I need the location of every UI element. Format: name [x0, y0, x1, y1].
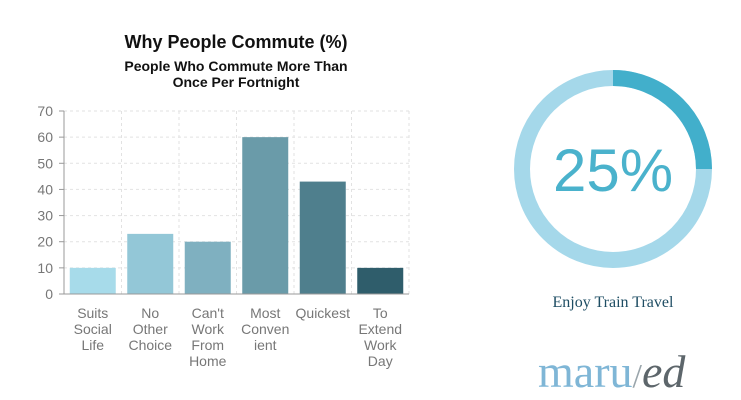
y-tick-label: 0: [45, 286, 53, 302]
y-tick-label: 60: [37, 129, 53, 145]
x-category-label: Can't Work From Home: [189, 305, 227, 369]
bar: [184, 241, 231, 294]
chart-subtitle-line-2: Once Per Fortnight: [173, 74, 300, 90]
y-tick-label: 20: [37, 234, 53, 250]
bar: [357, 267, 404, 294]
brand-logo-maru: maru: [538, 346, 633, 397]
bar: [299, 181, 346, 294]
x-category-label: Quickest: [296, 305, 351, 321]
bar: [242, 137, 289, 294]
brand-logo-ed: ed: [641, 346, 686, 397]
bars: [69, 137, 404, 294]
x-category-label: Most Conven ient: [241, 305, 289, 353]
y-tick-label: 50: [37, 155, 53, 171]
chart-title: Why People Commute (%): [124, 32, 347, 52]
donut-value: 25%: [553, 137, 673, 204]
bar: [69, 267, 116, 294]
x-category-labels: Suits Social Life No Other Choice Can't Work Fro…: [74, 305, 402, 369]
y-tick-label: 10: [37, 260, 53, 276]
x-category-label: No Other Choice: [128, 305, 172, 353]
donut-caption: Enjoy Train Travel: [552, 294, 674, 311]
brand-logo: maru/ed: [538, 344, 741, 400]
grid: [64, 110, 410, 294]
brand-logo-slash: /: [632, 358, 642, 395]
y-tick-label: 70: [37, 103, 53, 119]
bar: [127, 233, 174, 294]
y-tick-labels: 0 10 20 30 40 50 60 70: [37, 103, 53, 302]
donut-fill: [514, 70, 712, 268]
axes: [59, 110, 409, 295]
chart-subtitle-line-1: People Who Commute More Than: [124, 58, 347, 74]
x-category-label: Suits Social Life: [74, 305, 112, 353]
percentage-donut: 25% Enjoy Train Travel: [500, 60, 726, 311]
y-tick-label: 30: [37, 208, 53, 224]
x-category-label: To Extend Work Day: [358, 305, 402, 369]
bar-chart: Why People Commute (%) People Who Commut…: [37, 32, 410, 369]
y-tick-label: 40: [37, 181, 53, 197]
